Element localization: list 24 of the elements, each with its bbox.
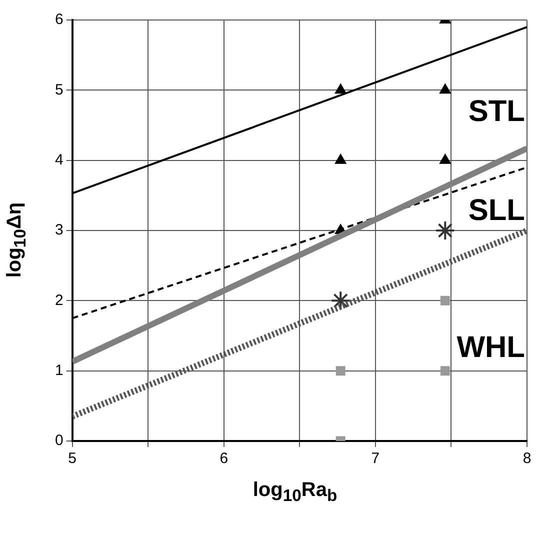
annotation: WHL [456,330,525,364]
x-tick-label: 5 [68,450,77,468]
y-tick-label: 5 [55,81,64,98]
point [334,154,346,164]
x-tick-label: 7 [371,450,380,468]
point [435,220,456,240]
y-tick-label: 0 [55,432,64,450]
annotation: SLL [468,194,525,227]
x-tick-label: 6 [220,450,228,468]
x-tick-label: 8 [522,450,532,468]
y-tick-label: 6 [55,11,64,28]
point [334,84,346,94]
y-tick-label: 3 [55,222,64,239]
y-tick-label: 2 [55,292,64,309]
y-tick-label: 1 [55,362,64,379]
point [330,290,351,311]
y-tick-label: 4 [55,151,64,168]
point [439,154,451,164]
point [439,84,451,94]
annotation: STL [468,95,525,128]
point [440,366,450,376]
point [440,296,450,306]
x-axis-title: log$_{10}$Ra$_{b}$ [252,479,338,506]
point [336,366,346,376]
